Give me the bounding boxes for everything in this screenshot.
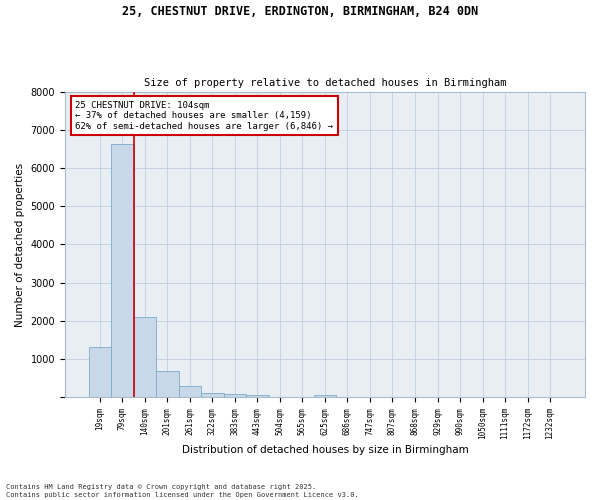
X-axis label: Distribution of detached houses by size in Birmingham: Distribution of detached houses by size …: [182, 445, 469, 455]
Bar: [201, 393, 224, 398]
Text: 25 CHESTNUT DRIVE: 104sqm
← 37% of detached houses are smaller (4,159)
62% of se: 25 CHESTNUT DRIVE: 104sqm ← 37% of detac…: [76, 100, 334, 130]
Bar: [89, 347, 111, 398]
Bar: [179, 386, 201, 398]
Bar: [156, 372, 179, 398]
Y-axis label: Number of detached properties: Number of detached properties: [15, 162, 25, 326]
Bar: [111, 144, 134, 398]
Text: Contains HM Land Registry data © Crown copyright and database right 2025.
Contai: Contains HM Land Registry data © Crown c…: [6, 484, 359, 498]
Bar: [314, 395, 336, 398]
Title: Size of property relative to detached houses in Birmingham: Size of property relative to detached ho…: [144, 78, 506, 88]
Text: 25, CHESTNUT DRIVE, ERDINGTON, BIRMINGHAM, B24 0DN: 25, CHESTNUT DRIVE, ERDINGTON, BIRMINGHA…: [122, 5, 478, 18]
Bar: [246, 395, 269, 398]
Bar: [224, 394, 246, 398]
Bar: [134, 318, 156, 398]
